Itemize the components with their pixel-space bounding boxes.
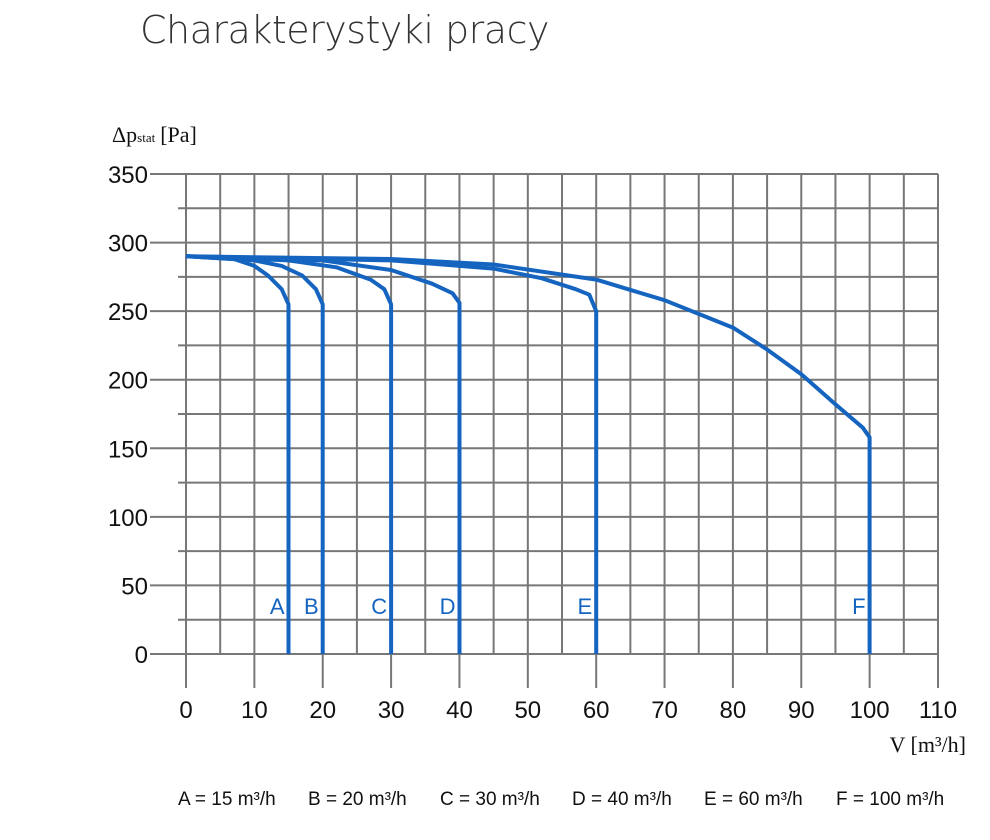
- x-tick-label: 60: [583, 697, 610, 724]
- chart-title: Charakterystyki pracy: [140, 8, 549, 52]
- y-tick-label: 100: [108, 505, 148, 532]
- x-tick-label: 100: [850, 697, 890, 724]
- series-label-C: C: [371, 594, 387, 619]
- y-tick-label: 250: [108, 299, 148, 326]
- x-tick-label: 10: [241, 697, 268, 724]
- x-tick-label: 30: [378, 697, 405, 724]
- series-label-E: E: [577, 594, 592, 619]
- x-tick-label: 80: [720, 697, 747, 724]
- legend-entry: F = 100 m³/h: [836, 789, 944, 810]
- series-label-B: B: [304, 594, 319, 619]
- x-tick-label: 0: [179, 697, 192, 724]
- y-tick-label: 50: [121, 573, 148, 600]
- series-label-A: A: [270, 594, 285, 619]
- legend-entry: D = 40 m³/h: [572, 789, 672, 810]
- x-tick-label: 40: [446, 697, 473, 724]
- x-tick-label: 20: [309, 697, 336, 724]
- y-axis-label: Δpstat [Pa]: [112, 122, 197, 147]
- y-tick-label: 150: [108, 436, 148, 463]
- y-tick-label: 300: [108, 231, 148, 258]
- series-label-F: F: [852, 594, 865, 619]
- x-axis-label: V [m³/h]: [890, 732, 966, 757]
- x-tick-label: 90: [788, 697, 815, 724]
- y-tick-label: 200: [108, 368, 148, 395]
- series-label-D: D: [440, 594, 456, 619]
- legend-entry: C = 30 m³/h: [440, 789, 540, 810]
- legend-entry: E = 60 m³/h: [704, 789, 803, 810]
- x-tick-label: 70: [651, 697, 678, 724]
- legend-entry: B = 20 m³/h: [308, 789, 407, 810]
- x-tick-label: 110: [919, 697, 957, 724]
- y-tick-label: 0: [135, 642, 148, 669]
- y-tick-label: 350: [108, 162, 148, 189]
- legend-entry: A = 15 m³/h: [178, 789, 276, 810]
- series-line-F: [185, 254, 872, 654]
- x-tick-label: 50: [514, 697, 541, 724]
